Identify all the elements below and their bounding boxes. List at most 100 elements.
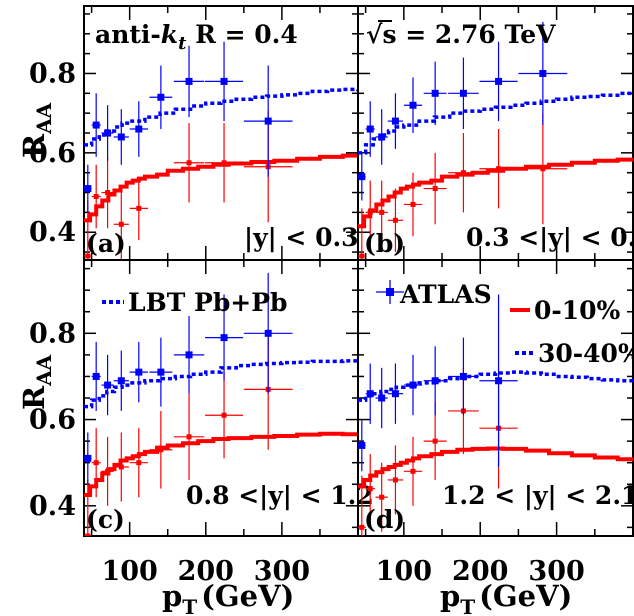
atlas-central-point (173, 393, 205, 480)
atlas-peripheral-point (113, 350, 129, 411)
panel-b: (b) 0.3 <|y| < 0.8 (357, 5, 634, 261)
legend-lbt-label: LBT Pb+Pb (128, 288, 288, 317)
atlas-central-point (91, 428, 101, 498)
atlas-central-point (113, 432, 129, 502)
atlas-peripheral-point (375, 109, 388, 165)
algorithm-label: anti-kt R = 0.4 (95, 20, 298, 54)
lbt-central-curve (358, 157, 633, 229)
atlas-peripheral-point (423, 346, 447, 416)
legend: LBT Pb+Pb ATLAS 0-10% 30-40% (102, 280, 634, 368)
atlas-peripheral-point (129, 341, 148, 403)
atlas-peripheral-point (173, 45, 205, 118)
atlas-peripheral-point (84, 164, 92, 213)
atlas-peripheral-point (479, 41, 518, 122)
atlas-peripheral-point (84, 432, 92, 485)
legend-peripheral-label: 30-40% (538, 339, 634, 368)
atlas-central-point (205, 372, 244, 459)
atlas-peripheral-point (403, 77, 423, 133)
rapidity-label: 1.2 < |y| < 2.1 (442, 481, 634, 510)
atlas-central-point (479, 129, 518, 209)
atlas-peripheral-point (403, 354, 423, 416)
atlas-central-point (113, 188, 129, 260)
atlas-peripheral-point (365, 101, 375, 157)
atlas-peripheral-point (448, 337, 479, 416)
lbt-central-curve (358, 446, 633, 489)
atlas-central-point (403, 172, 423, 237)
atlas-peripheral-point (365, 363, 375, 424)
y-tick-label: 0.6 (29, 138, 76, 169)
atlas-peripheral-point (387, 363, 404, 424)
atlas-central-point (84, 200, 92, 260)
atlas-central-point (129, 176, 148, 241)
atlas-central-point (101, 436, 114, 506)
energy-label: √s = 2.76 TeV (366, 20, 556, 49)
x-tick-label: 100 (376, 556, 432, 587)
y-tick-label: 0.4 (29, 491, 76, 522)
atlas-central-point (358, 208, 366, 260)
x-tick-label: 200 (178, 556, 234, 587)
y-tick-label: 0.4 (29, 217, 76, 248)
atlas-peripheral-point (149, 65, 173, 130)
lbt-peripheral-curve (358, 91, 633, 155)
atlas-central-point (375, 462, 388, 532)
atlas-central-point (101, 156, 114, 229)
atlas-peripheral-point (205, 294, 244, 381)
x-tick-label: 300 (254, 556, 310, 587)
lbt-peripheral-curve (358, 370, 633, 402)
atlas-central-point (403, 436, 423, 506)
atlas-central-point (423, 152, 447, 225)
x-axis-label-left: pT (GeV) (162, 579, 294, 616)
atlas-central-point (91, 164, 101, 229)
atlas-peripheral-point (423, 61, 447, 126)
lbt-central-curve (84, 153, 358, 223)
y-tick-label: 0.6 (29, 405, 76, 436)
panel-c: 0.4 0.6 0.8 100 200 300 (c) 0.8 <|y| < 1.2 (29, 259, 374, 587)
atlas-peripheral-point (387, 93, 404, 149)
atlas-peripheral-point (479, 294, 518, 467)
atlas-peripheral-point (448, 57, 479, 130)
panel-a: 0.4 0.6 0.8 (a) |y| < 0.3 (29, 5, 359, 261)
atlas-central-point (387, 188, 404, 253)
atlas-peripheral-point (129, 101, 148, 157)
atlas-peripheral-point (243, 272, 293, 394)
atlas-central-point (365, 454, 375, 524)
atlas-central-point (84, 479, 92, 536)
atlas-central-point (448, 133, 479, 213)
x-axis-label-right: pT (GeV) (440, 579, 572, 616)
panel-d: 100 200 300 (d) 1.2 < |y| < 2.1 (357, 259, 634, 587)
atlas-peripheral-point (518, 21, 568, 126)
rapidity-label: |y| < 0.3 (244, 223, 359, 252)
atlas-central-point (375, 180, 388, 245)
atlas-central-point (173, 123, 205, 203)
legend-atlas-marker (386, 288, 394, 296)
atlas-central-point (129, 428, 148, 498)
y-axis-label-bottom: RAA (17, 354, 56, 410)
atlas-peripheral-point (205, 41, 244, 122)
x-tick-label: 200 (452, 556, 508, 587)
x-tick-label: 100 (101, 556, 157, 587)
atlas-peripheral-point (149, 337, 173, 407)
y-axis-label-top: RAA (17, 102, 56, 158)
y-tick-label: 0.8 (29, 58, 76, 89)
atlas-peripheral-point (113, 109, 129, 165)
atlas-central-point (387, 445, 404, 515)
atlas-central-point (365, 180, 375, 245)
atlas-peripheral-point (101, 354, 114, 416)
atlas-peripheral-point (91, 93, 101, 157)
panel-label: (d) (364, 505, 405, 534)
y-tick-label: 0.8 (29, 318, 76, 349)
lbt-peripheral-curve (84, 359, 358, 409)
atlas-peripheral-point (375, 367, 388, 429)
atlas-peripheral-point (243, 65, 293, 177)
atlas-peripheral-point (358, 419, 366, 472)
rapidity-label: 0.8 <|y| < 1.2 (186, 481, 374, 510)
atlas-peripheral-point (358, 152, 366, 201)
panel-label: (a) (86, 229, 126, 258)
rapidity-label: 0.3 <|y| < 0.8 (466, 223, 634, 252)
atlas-central-point (205, 123, 244, 203)
atlas-peripheral-point (101, 105, 114, 161)
atlas-central-point (358, 475, 366, 536)
atlas-peripheral-point (91, 341, 101, 411)
legend-atlas-label: ATLAS (399, 280, 492, 309)
